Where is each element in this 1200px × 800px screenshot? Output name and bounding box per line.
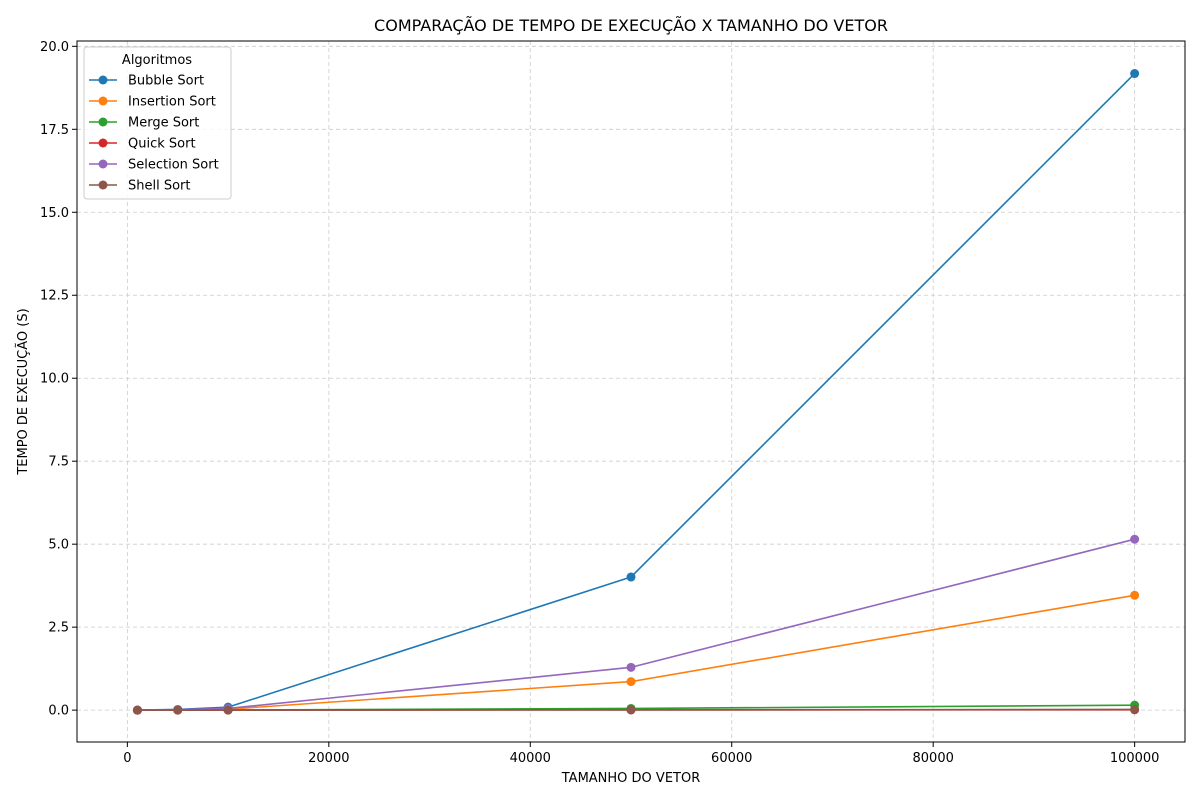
legend-marker <box>98 96 108 106</box>
y-axis-label: TEMPO DE EXECUÇÃO (S) <box>15 308 31 475</box>
y-tick-label: 0.0 <box>48 704 69 719</box>
legend-marker <box>98 180 108 190</box>
data-point-insertion-sort <box>626 677 636 687</box>
legend-label: Shell Sort <box>128 179 191 194</box>
legend-label: Insertion Sort <box>128 95 216 110</box>
chart-title: COMPARAÇÃO DE TEMPO DE EXECUÇÃO X TAMANH… <box>374 16 888 35</box>
x-tick-label: 0 <box>123 751 131 766</box>
data-point-shell-sort <box>132 705 142 715</box>
plot-frame <box>76 40 1186 743</box>
data-point-shell-sort <box>626 705 636 715</box>
legend-marker <box>98 138 108 148</box>
y-tick-label: 2.5 <box>48 621 69 636</box>
legend-item-shell-sort: Shell Sort <box>89 179 191 194</box>
legend-label: Merge Sort <box>128 116 199 131</box>
y-tick-label: 12.5 <box>40 289 69 304</box>
legend-item-insertion-sort: Insertion Sort <box>89 95 216 110</box>
series-group <box>132 69 1140 715</box>
legend-marker <box>98 75 108 85</box>
data-point-bubble-sort <box>1130 69 1140 79</box>
x-tick-label: 40000 <box>510 751 551 766</box>
y-tick-label: 10.0 <box>40 372 69 387</box>
legend-item-selection-sort: Selection Sort <box>89 158 219 173</box>
data-point-selection-sort <box>626 662 636 672</box>
x-tick-label: 80000 <box>913 751 954 766</box>
data-point-insertion-sort <box>1130 590 1140 600</box>
legend-label: Selection Sort <box>128 158 219 173</box>
y-tick-label: 5.0 <box>48 538 69 553</box>
y-tick-label: 15.0 <box>40 206 69 221</box>
legend-item-bubble-sort: Bubble Sort <box>89 74 204 89</box>
x-axis-label: TAMANHO DO VETOR <box>561 771 701 786</box>
legend-marker <box>98 159 108 169</box>
data-point-selection-sort <box>1130 534 1140 544</box>
legend-item-merge-sort: Merge Sort <box>89 116 199 131</box>
data-point-shell-sort <box>223 705 233 715</box>
ticks: 0 20000 40000 60000 80000 100000 0.0 2.5 5.0 7.5 1… <box>40 40 1159 766</box>
legend: Algoritmos Bubble Sort Insertion Sort Merg… <box>83 46 232 200</box>
series-shell-sort <box>132 704 1140 715</box>
x-tick-label: 60000 <box>711 751 752 766</box>
grid <box>77 41 1185 742</box>
legend-box <box>83 46 232 200</box>
legend-items: Bubble Sort Insertion Sort Merge Sort Quick… <box>89 74 219 194</box>
y-tick-label: 20.0 <box>40 40 69 55</box>
y-tick-label: 17.5 <box>40 123 69 138</box>
data-point-shell-sort <box>1130 704 1140 714</box>
legend-label: Quick Sort <box>128 137 196 152</box>
legend-item-quick-sort: Quick Sort <box>89 137 196 152</box>
x-tick-label: 20000 <box>308 751 349 766</box>
legend-label: Bubble Sort <box>128 74 204 89</box>
legend-marker <box>98 117 108 127</box>
x-tick-label: 100000 <box>1110 751 1160 766</box>
data-point-bubble-sort <box>626 572 636 582</box>
legend-title: Algoritmos <box>122 53 192 68</box>
series-line-shell-sort <box>137 708 1135 711</box>
data-point-shell-sort <box>173 705 183 715</box>
y-tick-label: 7.5 <box>48 455 69 470</box>
